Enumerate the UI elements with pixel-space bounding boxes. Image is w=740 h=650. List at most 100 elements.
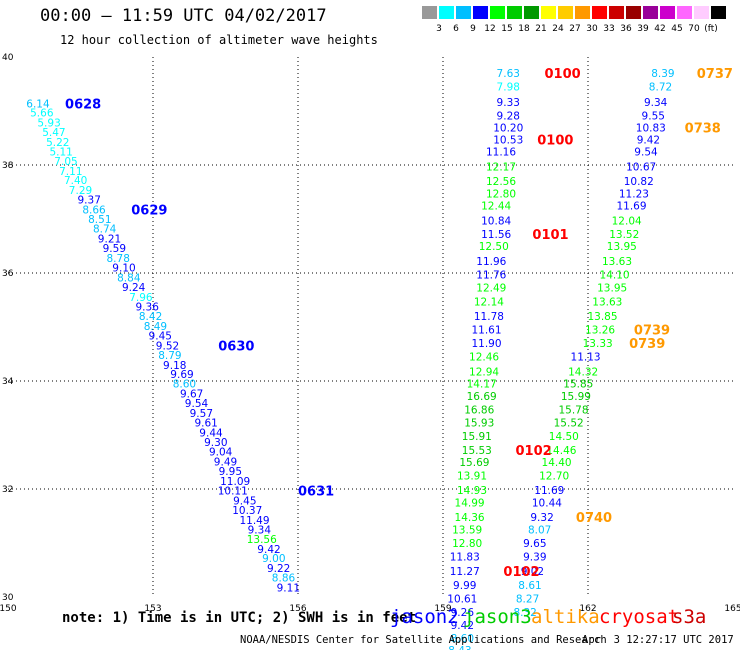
data-label: 9.04: [209, 447, 233, 459]
legend-item-jason2: jason2: [390, 606, 459, 628]
data-label: 14.10: [600, 270, 630, 282]
scale-label: 9: [470, 24, 476, 34]
data-label: 6.14: [26, 98, 50, 110]
data-label: 10.82: [624, 176, 654, 188]
scale-label: 21: [535, 24, 547, 34]
data-label: 9.34: [644, 97, 668, 109]
data-label: 8.60: [173, 379, 196, 391]
data-label: 11.83: [450, 552, 480, 564]
scale-swatch: [711, 6, 726, 19]
data-label: 8.07: [528, 525, 551, 537]
data-label: 11.16: [486, 147, 516, 159]
data-label: 9.52: [156, 340, 179, 352]
timestamp-text: Apr 3 12:27:17 UTC 2017: [582, 634, 734, 646]
data-label: 11.76: [476, 270, 506, 282]
x-tick-label: 159: [434, 604, 451, 614]
data-label: 12.44: [481, 201, 511, 213]
data-label: 12.17: [486, 162, 516, 174]
data-label: 9.55: [642, 110, 665, 122]
legend-item-altika: altika: [531, 606, 600, 628]
data-label: 8.43: [448, 645, 471, 650]
data-label: 13.95: [597, 283, 627, 295]
data-label: 9.37: [78, 195, 101, 207]
scale-label: 39: [637, 24, 649, 34]
data-label: 9.22: [267, 563, 290, 575]
y-tick-label: 30: [2, 593, 14, 603]
data-label: 9.54: [185, 398, 209, 410]
scale-label: 18: [518, 24, 530, 34]
data-label: 11.96: [476, 256, 506, 268]
time-label: 0102: [503, 565, 539, 580]
scale-swatch: [660, 6, 675, 19]
y-tick-label: 32: [2, 485, 13, 495]
data-label: 10.84: [481, 216, 511, 228]
data-label: 14.36: [455, 512, 485, 524]
data-label: 13.95: [607, 241, 637, 253]
scale-swatch: [524, 6, 539, 19]
scale-swatch: [456, 6, 471, 19]
scale-swatch: [558, 6, 573, 19]
data-label: 15.53: [462, 445, 492, 457]
data-label: 9.18: [163, 360, 186, 372]
data-label: 12.80: [486, 189, 516, 201]
data-label: 11.69: [616, 201, 646, 213]
data-label: 9.36: [136, 301, 160, 313]
data-label: 7.96: [129, 292, 153, 304]
data-label: 8.72: [649, 82, 672, 94]
scale-label: 6: [453, 24, 459, 34]
data-label: 9.49: [214, 456, 237, 468]
data-label: 8.42: [139, 311, 162, 323]
data-label: 5.66: [30, 108, 54, 120]
data-label: 12.50: [479, 241, 509, 253]
data-label: 11.13: [571, 352, 601, 364]
data-label: 9.42: [451, 620, 474, 632]
data-label: 5.11: [49, 147, 72, 159]
data-label: 12.80: [452, 538, 482, 550]
data-label: 15.69: [459, 457, 489, 469]
time-label: 0629: [131, 203, 167, 218]
data-label: 7.63: [497, 68, 520, 80]
scale-label: 33: [603, 24, 615, 34]
time-label: 0102: [516, 444, 552, 459]
data-label: 10.67: [626, 162, 656, 174]
data-label: 10.20: [493, 123, 523, 135]
data-label: 9.00: [262, 553, 285, 565]
data-label: 9.45: [149, 331, 172, 343]
time-label: 0100: [545, 67, 581, 82]
scale-swatch: [592, 6, 607, 19]
time-label: 0628: [65, 97, 101, 112]
data-label: 9.39: [523, 552, 546, 564]
data-label: 14.32: [568, 366, 598, 378]
scale-swatch: [643, 6, 658, 19]
data-label: 13.52: [609, 229, 639, 241]
chart-title: 00:00 — 11:59 UTC 04/02/2017: [40, 6, 327, 26]
data-label: 12.56: [486, 176, 516, 188]
data-label: 16.69: [467, 391, 497, 403]
scale-label: 45: [671, 24, 683, 34]
data-label: 8.74: [93, 224, 117, 236]
data-label: 15.52: [554, 418, 584, 430]
legend-item-cryosat: cryosat: [599, 606, 680, 628]
data-label: 11.49: [239, 515, 269, 527]
y-tick-label: 34: [2, 377, 14, 387]
data-label: 7.05: [54, 156, 77, 168]
data-label: 14.17: [467, 379, 497, 391]
data-label: 16.86: [464, 405, 494, 417]
time-label: 0740: [576, 511, 612, 526]
data-label: 10.37: [232, 505, 262, 517]
data-label: 7.29: [69, 185, 92, 197]
scale-swatch: [422, 6, 437, 19]
scale-label: 12: [484, 24, 496, 34]
scale-label: 30: [586, 24, 598, 34]
y-tick-label: 40: [2, 53, 14, 63]
time-label: 0100: [537, 134, 573, 149]
data-label: 9.95: [219, 466, 242, 478]
data-label: 12.04: [612, 216, 642, 228]
data-label: 12.94: [469, 366, 499, 378]
x-tick-label: 162: [579, 604, 596, 614]
data-label: 15.78: [558, 405, 588, 417]
data-label: 11.78: [474, 311, 504, 323]
data-label: 9.57: [190, 408, 213, 420]
data-label: 9.34: [248, 525, 272, 537]
